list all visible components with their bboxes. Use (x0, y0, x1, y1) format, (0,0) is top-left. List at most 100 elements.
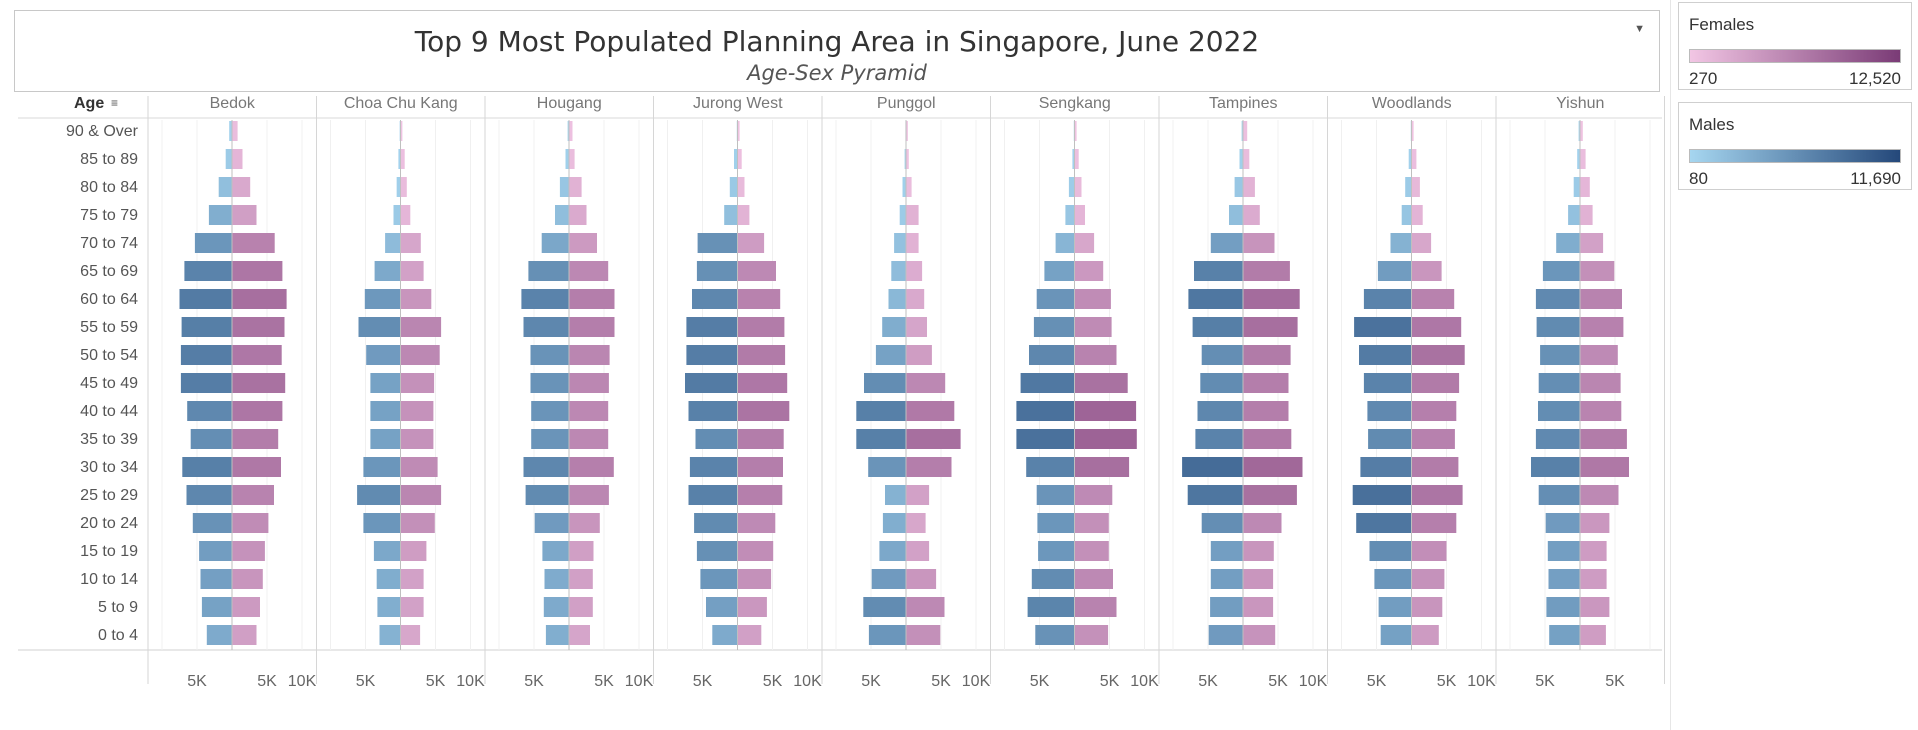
age-header[interactable]: Age (74, 95, 104, 112)
female-bar[interactable] (737, 625, 762, 645)
male-bar[interactable] (1210, 597, 1243, 617)
female-bar[interactable] (232, 541, 265, 561)
female-bar[interactable] (569, 205, 587, 225)
female-bar[interactable] (1411, 177, 1420, 197)
male-bar[interactable] (879, 541, 906, 561)
male-bar[interactable] (688, 485, 738, 505)
female-bar[interactable] (1580, 205, 1593, 225)
female-bar[interactable] (1580, 289, 1622, 309)
male-bar[interactable] (199, 541, 232, 561)
male-bar[interactable] (1352, 485, 1412, 505)
female-bar[interactable] (1411, 401, 1457, 421)
female-bar[interactable] (232, 345, 282, 365)
male-bar[interactable] (1036, 289, 1075, 309)
male-bar[interactable] (904, 149, 906, 169)
female-bar[interactable] (906, 597, 945, 617)
male-bar[interactable] (1360, 457, 1412, 477)
male-bar[interactable] (1367, 401, 1412, 421)
female-bar[interactable] (232, 625, 257, 645)
female-bar[interactable] (400, 485, 442, 505)
female-bar[interactable] (1074, 121, 1077, 141)
male-bar[interactable] (1368, 429, 1412, 449)
female-bar[interactable] (1074, 457, 1130, 477)
female-bar[interactable] (1580, 569, 1607, 589)
female-bar[interactable] (1074, 345, 1117, 365)
female-bar[interactable] (1580, 373, 1621, 393)
male-bar[interactable] (1374, 569, 1412, 589)
female-bar[interactable] (1243, 317, 1298, 337)
female-bar[interactable] (1074, 625, 1109, 645)
female-bar[interactable] (906, 149, 909, 169)
male-bar[interactable] (1535, 289, 1580, 309)
male-bar[interactable] (706, 597, 738, 617)
female-bar[interactable] (232, 289, 287, 309)
female-bar[interactable] (1074, 569, 1114, 589)
male-bar[interactable] (1405, 177, 1412, 197)
male-bar[interactable] (1578, 121, 1580, 141)
female-bar[interactable] (1243, 289, 1300, 309)
male-bar[interactable] (724, 205, 738, 225)
female-bar[interactable] (737, 485, 783, 505)
male-bar[interactable] (373, 541, 401, 561)
female-bar[interactable] (1243, 205, 1260, 225)
female-bar[interactable] (569, 569, 593, 589)
male-bar[interactable] (868, 625, 906, 645)
male-bar[interactable] (1241, 121, 1243, 141)
female-bar[interactable] (1411, 317, 1462, 337)
male-bar[interactable] (1538, 373, 1580, 393)
female-bar[interactable] (400, 205, 411, 225)
female-bar[interactable] (400, 541, 427, 561)
female-bar[interactable] (1074, 205, 1086, 225)
female-bar[interactable] (1074, 289, 1111, 309)
female-bar[interactable] (232, 177, 251, 197)
male-bar[interactable] (1029, 345, 1075, 365)
male-bar[interactable] (366, 345, 401, 365)
female-bar[interactable] (400, 429, 434, 449)
female-bar[interactable] (232, 485, 274, 505)
male-bar[interactable] (1192, 317, 1243, 337)
male-bar[interactable] (685, 373, 738, 393)
female-bar[interactable] (906, 429, 961, 449)
female-bar[interactable] (400, 317, 442, 337)
male-bar[interactable] (194, 233, 232, 253)
male-bar[interactable] (364, 289, 401, 309)
female-bar[interactable] (1243, 625, 1276, 645)
male-bar[interactable] (1037, 513, 1075, 533)
male-bar[interactable] (543, 597, 569, 617)
male-bar[interactable] (1038, 541, 1075, 561)
female-bar[interactable] (737, 177, 745, 197)
male-bar[interactable] (695, 429, 738, 449)
male-bar[interactable] (1065, 205, 1075, 225)
legend-males[interactable]: Males 80 11,690 (1678, 102, 1912, 190)
female-bar[interactable] (906, 401, 955, 421)
female-bar[interactable] (1243, 429, 1292, 449)
male-bar[interactable] (396, 177, 401, 197)
male-bar[interactable] (1194, 261, 1243, 281)
male-bar[interactable] (686, 345, 738, 365)
female-bar[interactable] (400, 289, 432, 309)
male-bar[interactable] (542, 541, 569, 561)
female-bar[interactable] (569, 597, 593, 617)
female-bar[interactable] (569, 541, 594, 561)
male-bar[interactable] (1573, 177, 1580, 197)
female-bar[interactable] (400, 345, 440, 365)
male-bar[interactable] (696, 541, 738, 561)
female-bar[interactable] (232, 373, 286, 393)
male-bar[interactable] (856, 429, 906, 449)
female-bar[interactable] (1580, 345, 1618, 365)
male-bar[interactable] (1531, 457, 1580, 477)
male-bar[interactable] (894, 233, 906, 253)
male-bar[interactable] (1359, 345, 1412, 365)
male-bar[interactable] (1033, 317, 1075, 337)
female-bar[interactable] (232, 149, 243, 169)
male-bar[interactable] (734, 149, 738, 169)
male-bar[interactable] (555, 205, 569, 225)
male-bar[interactable] (376, 569, 401, 589)
female-bar[interactable] (906, 317, 927, 337)
male-bar[interactable] (187, 401, 232, 421)
male-bar[interactable] (1195, 429, 1243, 449)
male-bar[interactable] (899, 205, 906, 225)
female-bar[interactable] (1411, 485, 1463, 505)
female-bar[interactable] (569, 261, 609, 281)
male-bar[interactable] (888, 289, 907, 309)
